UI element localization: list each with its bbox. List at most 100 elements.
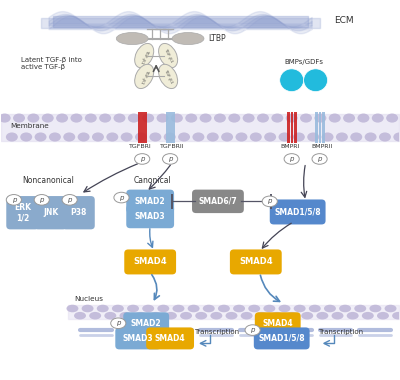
Ellipse shape — [127, 305, 139, 312]
Ellipse shape — [316, 312, 328, 320]
Ellipse shape — [13, 114, 25, 123]
Ellipse shape — [332, 312, 344, 320]
Ellipse shape — [49, 133, 61, 141]
Bar — [318, 112, 321, 143]
Circle shape — [280, 69, 304, 92]
Ellipse shape — [188, 305, 200, 312]
Text: ERK
1/2: ERK 1/2 — [14, 203, 31, 222]
Ellipse shape — [392, 312, 400, 320]
Ellipse shape — [195, 312, 207, 320]
Text: Canonical: Canonical — [133, 176, 171, 185]
Ellipse shape — [92, 133, 104, 141]
Text: p: p — [250, 327, 255, 333]
Ellipse shape — [245, 325, 260, 336]
Ellipse shape — [142, 305, 154, 312]
Bar — [291, 112, 294, 143]
Bar — [294, 112, 297, 143]
Ellipse shape — [66, 305, 78, 312]
Bar — [144, 112, 147, 143]
Ellipse shape — [28, 114, 39, 123]
Bar — [166, 112, 169, 143]
Ellipse shape — [262, 196, 277, 207]
Text: p: p — [168, 156, 172, 162]
Ellipse shape — [207, 133, 219, 141]
FancyBboxPatch shape — [254, 328, 310, 349]
Bar — [169, 112, 172, 143]
Ellipse shape — [6, 133, 18, 141]
Ellipse shape — [278, 305, 290, 312]
Text: BMPRI: BMPRI — [280, 144, 299, 149]
Text: SMAD3: SMAD3 — [123, 334, 154, 343]
Ellipse shape — [85, 114, 97, 123]
Ellipse shape — [128, 114, 140, 123]
Text: SMAD1/5/8: SMAD1/5/8 — [274, 207, 321, 217]
Ellipse shape — [200, 114, 212, 123]
Ellipse shape — [362, 312, 374, 320]
Text: p: p — [12, 197, 16, 203]
Ellipse shape — [112, 305, 124, 312]
FancyBboxPatch shape — [115, 328, 161, 349]
Ellipse shape — [135, 312, 146, 320]
Ellipse shape — [97, 305, 109, 312]
Ellipse shape — [286, 312, 298, 320]
Ellipse shape — [301, 312, 313, 320]
Ellipse shape — [365, 133, 376, 141]
Ellipse shape — [286, 114, 298, 123]
Ellipse shape — [294, 305, 306, 312]
Text: TGFBRI: TGFBRI — [129, 144, 152, 149]
Ellipse shape — [309, 305, 321, 312]
Circle shape — [304, 69, 328, 92]
Text: JNK: JNK — [43, 208, 58, 217]
Ellipse shape — [74, 312, 86, 320]
Ellipse shape — [116, 33, 148, 44]
Ellipse shape — [89, 312, 101, 320]
Text: BMPRII: BMPRII — [311, 144, 332, 149]
Ellipse shape — [386, 114, 398, 123]
Bar — [315, 112, 318, 143]
Ellipse shape — [149, 133, 161, 141]
Ellipse shape — [62, 195, 77, 205]
Ellipse shape — [329, 114, 341, 123]
Text: SMAD2: SMAD2 — [131, 319, 162, 328]
Bar — [141, 112, 144, 143]
Ellipse shape — [354, 305, 366, 312]
Ellipse shape — [42, 114, 54, 123]
Text: SMAD4: SMAD4 — [262, 319, 293, 328]
Ellipse shape — [236, 133, 248, 141]
FancyBboxPatch shape — [146, 328, 194, 349]
Ellipse shape — [20, 133, 32, 141]
Ellipse shape — [150, 312, 162, 320]
Ellipse shape — [271, 312, 283, 320]
Ellipse shape — [350, 133, 362, 141]
Ellipse shape — [250, 133, 262, 141]
Bar — [288, 112, 290, 143]
Text: Membrane: Membrane — [11, 123, 50, 129]
Ellipse shape — [120, 312, 132, 320]
Ellipse shape — [63, 133, 75, 141]
Ellipse shape — [78, 133, 90, 141]
Text: Transcription: Transcription — [318, 329, 363, 335]
Text: p: p — [317, 156, 322, 162]
Ellipse shape — [185, 114, 197, 123]
Ellipse shape — [278, 133, 290, 141]
Text: SMAD2: SMAD2 — [135, 197, 166, 206]
FancyBboxPatch shape — [124, 249, 176, 274]
Ellipse shape — [347, 312, 359, 320]
Ellipse shape — [214, 114, 226, 123]
Ellipse shape — [377, 312, 389, 320]
Ellipse shape — [104, 312, 116, 320]
Ellipse shape — [111, 318, 126, 329]
Ellipse shape — [322, 133, 334, 141]
Ellipse shape — [233, 305, 245, 312]
Text: Nucleus: Nucleus — [74, 296, 104, 302]
Ellipse shape — [358, 114, 370, 123]
Text: TGFBRII: TGFBRII — [160, 144, 184, 149]
Text: TGF-β1: TGF-β1 — [139, 48, 149, 63]
Text: p: p — [68, 197, 72, 203]
Ellipse shape — [70, 114, 82, 123]
Text: p: p — [119, 195, 124, 201]
FancyBboxPatch shape — [192, 190, 244, 213]
Ellipse shape — [114, 114, 126, 123]
Text: SMAD3: SMAD3 — [135, 212, 166, 221]
Ellipse shape — [314, 114, 326, 123]
